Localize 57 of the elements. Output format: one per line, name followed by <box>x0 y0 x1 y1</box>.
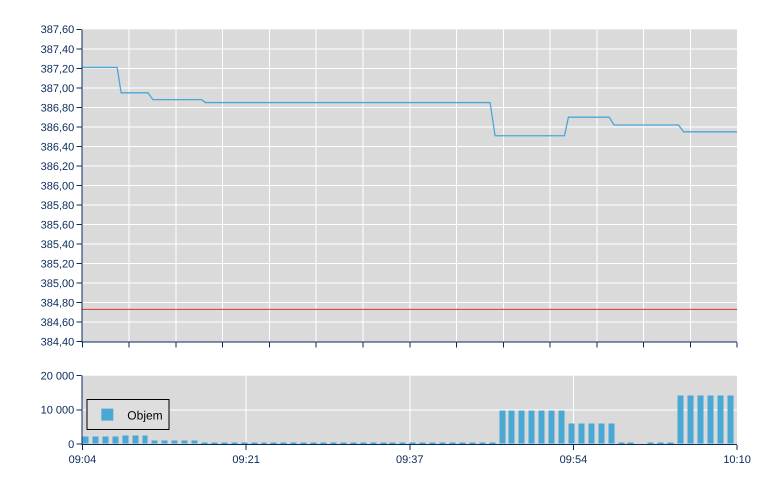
bar <box>538 410 544 444</box>
bar <box>717 396 724 444</box>
y-tick-label: 386,80 <box>40 102 74 114</box>
bar <box>161 440 168 444</box>
y-tick-label: 387,60 <box>40 24 74 36</box>
bar <box>518 410 524 444</box>
x-tick-label: 09:37 <box>396 454 424 466</box>
y-tick-label: 384,40 <box>40 336 74 348</box>
y-tick-label: 20 000 <box>40 370 74 383</box>
bar <box>142 436 148 444</box>
x-tick-label: 10:10 <box>723 454 751 466</box>
bar <box>578 424 584 444</box>
y-tick-label: 385,40 <box>40 238 74 251</box>
bar <box>697 396 704 444</box>
y-tick-label: 385,00 <box>40 278 74 290</box>
y-tick-label: 386,60 <box>40 122 74 134</box>
bar <box>687 396 694 444</box>
bar <box>112 436 118 444</box>
bar <box>92 436 98 444</box>
y-tick-label: 386,20 <box>40 160 74 173</box>
y-tick-label: 0 <box>68 438 74 451</box>
bar <box>499 410 506 444</box>
line-series <box>82 66 738 136</box>
y-tick-label: 10 000 <box>40 404 74 417</box>
bar <box>528 410 534 444</box>
bar <box>151 440 158 444</box>
bar <box>598 424 604 444</box>
y-tick-label: 387,40 <box>40 44 74 56</box>
bar <box>588 424 594 444</box>
bar <box>558 410 564 444</box>
bar <box>727 396 734 444</box>
bar <box>181 440 188 444</box>
x-tick-label: 09:21 <box>232 454 260 466</box>
bar <box>82 436 88 444</box>
legend-label: Objem <box>127 408 163 422</box>
y-tick-label: 386,40 <box>40 141 74 154</box>
bar <box>171 440 178 444</box>
y-tick-label: 385,60 <box>40 219 74 232</box>
y-tick-label: 386,00 <box>40 180 74 192</box>
bar <box>191 440 198 444</box>
x-tick-label: 09:04 <box>68 454 96 466</box>
bar <box>548 410 554 444</box>
bar <box>122 436 128 444</box>
x-tick-label: 09:54 <box>560 454 588 466</box>
y-tick-label: 387,20 <box>40 63 74 76</box>
bar <box>132 436 138 444</box>
y-tick-label: 384,80 <box>40 297 74 310</box>
bar <box>677 396 684 444</box>
bar <box>707 396 714 444</box>
bar <box>608 424 614 444</box>
y-tick-label: 385,80 <box>40 200 74 212</box>
y-tick-label: 384,60 <box>40 316 74 329</box>
bar <box>102 436 108 444</box>
bar <box>568 424 574 444</box>
y-tick-label: 385,20 <box>40 258 74 270</box>
y-tick-label: 387,00 <box>40 82 74 95</box>
bar <box>508 410 514 444</box>
